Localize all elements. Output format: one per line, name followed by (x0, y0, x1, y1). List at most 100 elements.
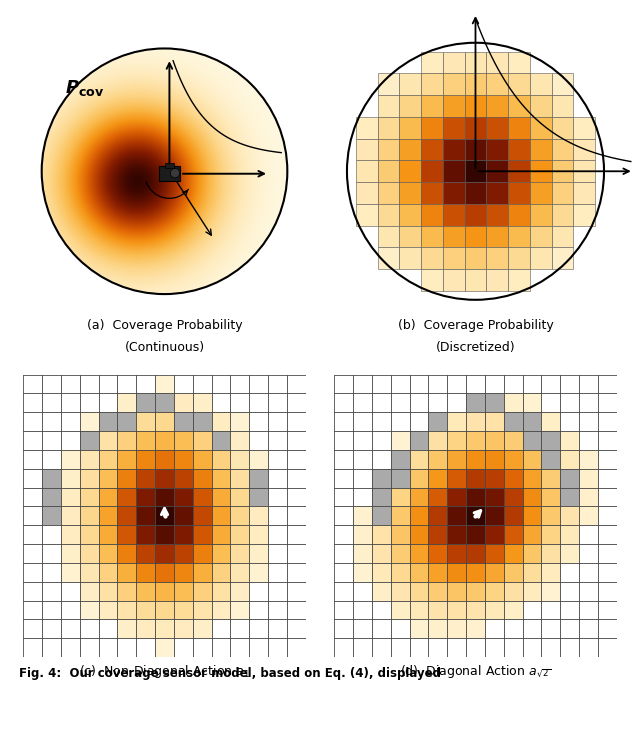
Bar (174, 375, 193, 394)
Bar (372, 431, 391, 450)
Bar (80, 506, 99, 525)
Bar (508, 74, 530, 95)
Bar (410, 544, 428, 563)
Bar (560, 525, 579, 544)
Bar (230, 469, 249, 487)
Bar (193, 469, 212, 487)
Bar (573, 161, 595, 182)
Bar (466, 582, 485, 601)
Bar (23, 601, 42, 620)
Bar (399, 204, 421, 225)
Bar (193, 450, 212, 469)
Bar (356, 204, 378, 225)
Bar (287, 506, 306, 525)
Bar (428, 563, 447, 582)
Bar (193, 544, 212, 563)
Bar (443, 117, 465, 139)
Bar (99, 620, 117, 638)
Bar (560, 450, 579, 469)
Bar (552, 182, 573, 204)
Bar (80, 620, 99, 638)
Bar (372, 487, 391, 506)
Bar (193, 601, 212, 620)
Bar (42, 487, 61, 506)
Bar (378, 74, 399, 95)
Bar (378, 139, 399, 161)
Bar (99, 582, 117, 601)
Bar (372, 450, 391, 469)
Bar (421, 204, 443, 225)
Bar (541, 394, 560, 412)
Bar (136, 563, 155, 582)
Bar (523, 544, 541, 563)
Bar (598, 563, 617, 582)
Bar (80, 487, 99, 506)
Bar (579, 525, 598, 544)
Bar (465, 117, 486, 139)
Bar (391, 620, 410, 638)
Bar (136, 620, 155, 638)
Bar (249, 506, 268, 525)
Bar (410, 638, 428, 657)
Bar (99, 394, 117, 412)
Bar (117, 544, 136, 563)
Bar (523, 450, 541, 469)
Bar (399, 139, 421, 161)
Bar (136, 582, 155, 601)
Bar (117, 487, 136, 506)
Bar (466, 620, 485, 638)
Bar (155, 582, 174, 601)
Bar (391, 638, 410, 657)
Bar (249, 394, 268, 412)
Bar (23, 450, 42, 469)
Bar (230, 563, 249, 582)
Bar (552, 74, 573, 95)
Bar (334, 582, 353, 601)
Bar (552, 225, 573, 247)
Bar (61, 487, 80, 506)
Bar (504, 601, 523, 620)
Bar (504, 544, 523, 563)
Bar (486, 269, 508, 291)
Bar (443, 161, 465, 182)
Bar (99, 412, 117, 431)
Bar (504, 412, 523, 431)
Bar (353, 450, 372, 469)
Bar (560, 563, 579, 582)
Bar (598, 431, 617, 450)
Bar (212, 544, 230, 563)
Bar (334, 506, 353, 525)
Bar (155, 601, 174, 620)
Bar (334, 544, 353, 563)
Bar (99, 525, 117, 544)
Bar (230, 638, 249, 657)
Bar (287, 563, 306, 582)
Bar (174, 431, 193, 450)
Bar (80, 450, 99, 469)
Bar (61, 563, 80, 582)
Bar (530, 225, 552, 247)
Bar (579, 412, 598, 431)
Bar (174, 450, 193, 469)
Bar (212, 525, 230, 544)
Bar (466, 450, 485, 469)
Bar (447, 469, 466, 487)
Bar (399, 74, 421, 95)
Bar (230, 582, 249, 601)
Bar (287, 582, 306, 601)
Bar (573, 182, 595, 204)
Bar (428, 525, 447, 544)
Bar (391, 450, 410, 469)
Bar (504, 563, 523, 582)
Bar (530, 182, 552, 204)
Bar (42, 394, 61, 412)
Bar (117, 412, 136, 431)
Bar (466, 394, 485, 412)
Bar (466, 525, 485, 544)
Bar (136, 431, 155, 450)
Bar (42, 582, 61, 601)
Bar (99, 469, 117, 487)
Bar (334, 450, 353, 469)
Bar (23, 638, 42, 657)
Bar (466, 544, 485, 563)
